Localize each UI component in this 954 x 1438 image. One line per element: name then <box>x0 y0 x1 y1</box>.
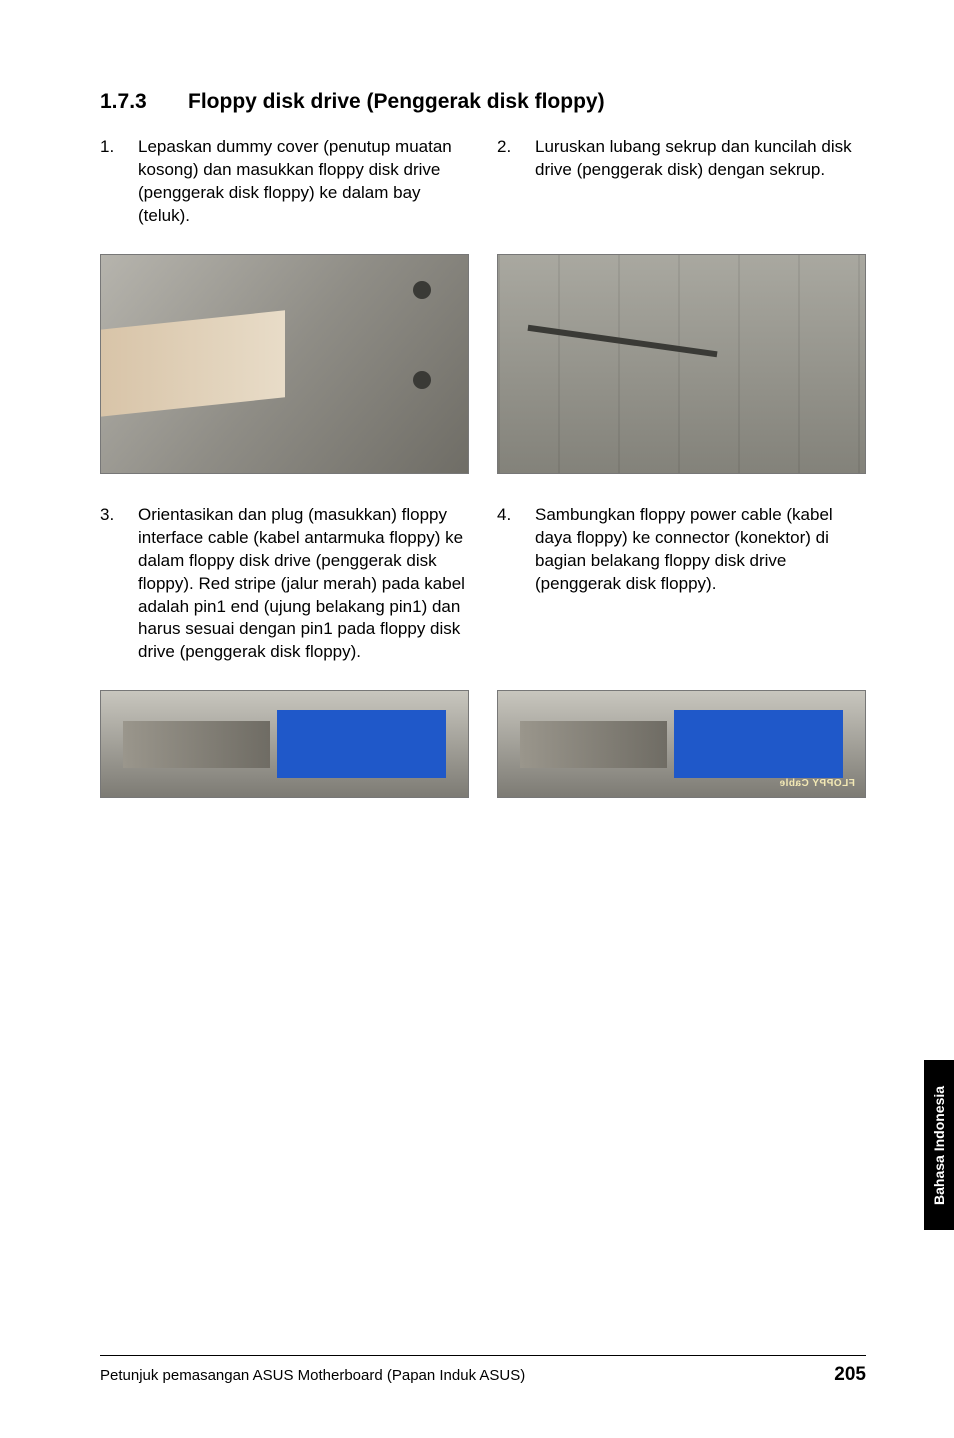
language-side-tab: Bahasa Indonesia <box>924 1060 954 1230</box>
step-2-num: 2. <box>497 136 535 182</box>
step-1-text: Lepaskan dummy cover (penutup muatan kos… <box>138 136 469 228</box>
col-left-2: 3. Orientasikan dan plug (masukkan) flop… <box>100 504 469 683</box>
col-right-img-2: FLOPPY Cable <box>497 682 866 828</box>
step-3: 3. Orientasikan dan plug (masukkan) flop… <box>100 504 469 665</box>
step-4-num: 4. <box>497 504 535 596</box>
step-3-text: Orientasikan dan plug (masukkan) floppy … <box>138 504 469 665</box>
row-steps-3-4: 3. Orientasikan dan plug (masukkan) flop… <box>100 504 866 683</box>
row-images-1-2 <box>100 246 866 504</box>
photo-step-2 <box>497 254 866 474</box>
col-right-2: 4. Sambungkan floppy power cable (kabel … <box>497 504 866 683</box>
row-steps-1-2: 1. Lepaskan dummy cover (penutup muatan … <box>100 136 866 246</box>
photo-4-cable-label: FLOPPY Cable <box>779 778 855 789</box>
footer-text: Petunjuk pemasangan ASUS Motherboard (Pa… <box>100 1367 525 1384</box>
row-images-3-4: FLOPPY Cable <box>100 682 866 828</box>
photo-step-1 <box>100 254 469 474</box>
col-right-img <box>497 246 866 504</box>
photo-step-4: FLOPPY Cable <box>497 690 866 798</box>
step-2: 2. Luruskan lubang sekrup dan kuncilah d… <box>497 136 866 182</box>
footer: Petunjuk pemasangan ASUS Motherboard (Pa… <box>100 1355 866 1386</box>
photo-step-3 <box>100 690 469 798</box>
step-3-num: 3. <box>100 504 138 665</box>
col-left-img <box>100 246 469 504</box>
page: 1.7.3 Floppy disk drive (Penggerak disk … <box>0 0 954 1438</box>
step-4-text: Sambungkan floppy power cable (kabel day… <box>535 504 866 596</box>
section-title: Floppy disk drive (Penggerak disk floppy… <box>188 90 866 114</box>
step-1: 1. Lepaskan dummy cover (penutup muatan … <box>100 136 469 228</box>
section-number: 1.7.3 <box>100 90 188 114</box>
col-left-img-2 <box>100 682 469 828</box>
col-left: 1. Lepaskan dummy cover (penutup muatan … <box>100 136 469 246</box>
step-1-num: 1. <box>100 136 138 228</box>
page-number: 205 <box>834 1364 866 1386</box>
step-4: 4. Sambungkan floppy power cable (kabel … <box>497 504 866 596</box>
col-right: 2. Luruskan lubang sekrup dan kuncilah d… <box>497 136 866 246</box>
section-heading: 1.7.3 Floppy disk drive (Penggerak disk … <box>100 90 866 114</box>
step-2-text: Luruskan lubang sekrup dan kuncilah disk… <box>535 136 866 182</box>
